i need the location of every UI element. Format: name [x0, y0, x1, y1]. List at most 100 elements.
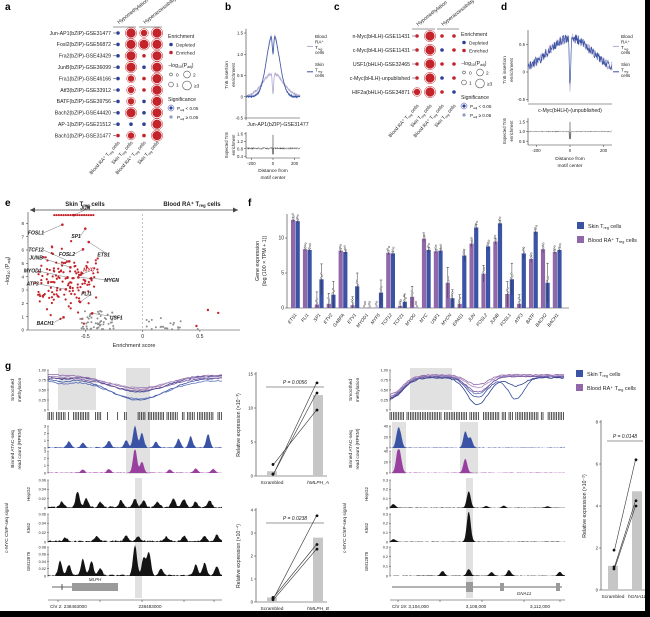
volcano-point-red — [65, 260, 69, 263]
volcano-point-red — [73, 293, 76, 296]
replicate-dot — [296, 216, 299, 219]
replicate-dot — [352, 302, 355, 305]
significance-ring — [126, 131, 136, 141]
volcano-point-gray — [154, 326, 157, 329]
legend-swatch — [577, 236, 584, 243]
tick-label: 1 — [44, 464, 46, 468]
replicate-dot — [410, 290, 413, 293]
replicate-dot — [494, 234, 497, 237]
x-label: hMLPH_A — [307, 480, 329, 486]
volcano-point-red — [40, 281, 43, 285]
text-label: 2 — [21, 301, 24, 306]
panel-label-c: c — [334, 2, 340, 13]
replicate-dot — [380, 285, 383, 288]
text-label: 5 — [251, 440, 254, 445]
enrichment-dot — [116, 99, 120, 104]
replicate-dot — [398, 303, 401, 306]
text-label: ≥3 — [487, 82, 493, 88]
volcano-point-gray — [90, 327, 93, 330]
enrichment-dot — [152, 96, 162, 106]
leader-line — [80, 269, 93, 275]
p-value: P = 0.0148 — [613, 434, 637, 440]
p-value: P = 0.0056 — [283, 380, 307, 386]
tick-label: 0.08 — [39, 545, 46, 549]
highlight-region — [58, 368, 96, 410]
gene-label-SP1: SP1 — [71, 234, 81, 240]
x-axis-label: motif center — [557, 163, 582, 169]
coord-label: Chr 2: 238463000 — [50, 604, 87, 609]
text-label: 0 — [569, 148, 572, 153]
volcano-point-red — [52, 298, 55, 301]
volcano-point-red — [64, 277, 67, 280]
panel-label-e: e — [5, 198, 11, 209]
volcano-point-gray — [102, 328, 105, 331]
data-point — [315, 391, 319, 395]
tick-label: 3 — [44, 449, 46, 453]
volcano-point-red — [53, 213, 56, 217]
enrichment-dot — [139, 39, 149, 50]
gene-point — [62, 316, 65, 319]
replicate-dot — [380, 290, 383, 293]
text-label: 0.4 — [237, 154, 244, 159]
volcano-point-red — [71, 286, 74, 290]
category-label: ETS1 — [287, 312, 298, 324]
tick-label: 20 — [384, 435, 388, 439]
leader-line — [39, 270, 68, 278]
tick-label: 0.3 — [383, 545, 388, 549]
replicate-dot — [320, 276, 323, 279]
enrichment-dot — [152, 131, 162, 141]
volcano-point-red — [64, 213, 67, 217]
volcano-point-gray — [150, 328, 153, 331]
text-label: 200 — [291, 161, 299, 166]
gene-point — [64, 288, 68, 291]
gene-label-JUN: JUN — [80, 205, 90, 211]
volcano-point-red — [52, 267, 55, 270]
volcano-point-red — [82, 278, 85, 281]
volcano-point-red — [86, 261, 89, 264]
replicate-dot — [434, 246, 437, 249]
volcano-point-red — [75, 296, 78, 299]
enrichment-dot — [440, 34, 444, 38]
gene-label-FLI1: FLI1 — [81, 291, 91, 297]
dot — [462, 70, 466, 75]
volcano-point-gray — [96, 310, 99, 313]
atac-label: Binned ATAC-seq — [10, 430, 16, 468]
replicate-dot — [331, 287, 334, 290]
volcano-point-red — [86, 283, 89, 286]
gene-label-BACH1: BACH1 — [37, 321, 54, 327]
replicate-dot — [403, 294, 406, 297]
methylation-line — [389, 377, 565, 406]
text-label: Padj < 0.05 — [470, 104, 492, 110]
replicate-dot — [291, 213, 294, 216]
volcano-point-red — [56, 294, 59, 298]
gene-point — [90, 312, 94, 315]
volcano-point-red — [39, 294, 42, 298]
replicate-dot — [386, 248, 389, 251]
volcano-point-red — [37, 293, 40, 296]
replicate-dot — [296, 214, 299, 217]
panel-e-volcano-plot: Skin Treg cells Blood RA⁺ Treg cells 0 1 2 3 4… — [5, 201, 240, 349]
text-label: Padj ≥ 0.05 — [470, 113, 492, 119]
enrichment-dot — [425, 73, 435, 83]
replicate-dot — [470, 236, 473, 239]
enrichment-dot — [116, 111, 120, 115]
cell-line-label: GM12878 — [26, 551, 31, 571]
volcano-point-red — [37, 273, 40, 276]
replicate-dot — [471, 241, 474, 244]
enrichment-dot — [126, 51, 136, 61]
enrichment-dot — [127, 98, 135, 105]
text-label: 2 — [486, 71, 489, 77]
enrichment-dot — [142, 54, 146, 58]
leader-line — [73, 207, 90, 216]
volcano-point-red — [45, 268, 49, 271]
enrichment-dot — [116, 31, 120, 35]
volcano-point-gray — [178, 326, 181, 329]
category-label: MYF5 — [370, 312, 382, 325]
bar-GABPA — [338, 250, 343, 308]
enrichment-dot — [425, 31, 435, 41]
gene-point — [79, 273, 83, 276]
panel-label-f: f — [248, 198, 252, 209]
data-point — [271, 598, 275, 602]
legend-label: Treg — [621, 45, 629, 51]
significance-ring — [125, 61, 137, 74]
